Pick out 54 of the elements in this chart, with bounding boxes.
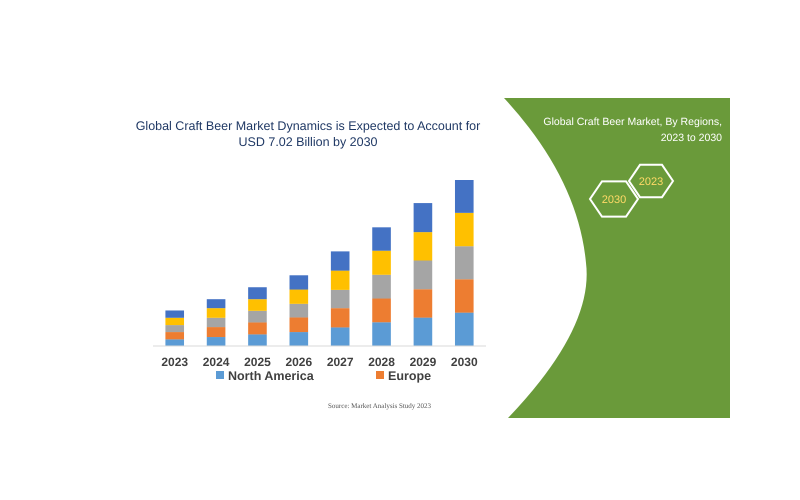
x-tick-label: 2023	[161, 355, 188, 369]
bar	[330, 251, 350, 271]
bar	[454, 312, 474, 346]
x-tick-label: 2026	[285, 355, 312, 369]
bar	[372, 250, 391, 275]
bar	[454, 246, 474, 280]
bar	[290, 332, 308, 346]
x-tick-label: 2028	[368, 355, 396, 369]
bar	[206, 299, 226, 308]
bar	[165, 339, 184, 346]
bar	[206, 337, 226, 346]
x-tick-label: 2029	[410, 355, 437, 369]
bar	[248, 287, 267, 300]
bar	[414, 232, 432, 261]
x-tick-label: 2027	[326, 355, 354, 369]
x-tick-label: 2025	[244, 355, 272, 369]
bar	[372, 274, 391, 299]
text: 2023	[638, 176, 664, 188]
bar	[206, 327, 226, 338]
bar	[372, 298, 391, 322]
bar	[330, 290, 350, 308]
bar	[248, 310, 267, 322]
x-tick-label: 2024	[202, 355, 230, 369]
bar	[454, 212, 474, 246]
bar	[165, 332, 184, 340]
legend-label: Europe	[388, 369, 432, 383]
legend-label: North America	[228, 369, 315, 383]
bar	[290, 304, 308, 318]
bar	[372, 227, 391, 251]
bar	[414, 260, 432, 290]
bar	[330, 327, 350, 346]
bar	[165, 310, 184, 318]
bar	[414, 203, 432, 232]
text: 2030	[602, 194, 626, 206]
x-tick-label: 2030	[450, 355, 478, 369]
bar	[248, 334, 267, 346]
bar	[454, 180, 474, 213]
bar	[248, 322, 267, 334]
bar	[206, 318, 226, 328]
bar	[290, 275, 308, 290]
bar	[372, 322, 391, 346]
bar	[290, 317, 308, 332]
bar	[165, 325, 184, 332]
bar	[206, 308, 226, 318]
bar	[454, 279, 474, 313]
bar	[248, 299, 267, 311]
bar	[414, 289, 432, 318]
chart-title: Global Craft Beer Market Dynamics is Expected to Account for USD 7.02 Billion by 2030	[136, 119, 480, 149]
bar	[330, 308, 350, 328]
bar	[290, 290, 308, 304]
bar	[330, 270, 350, 290]
bar	[414, 318, 432, 346]
text: Global Craft Beer Market, By Regions, 2023 to 2030	[543, 116, 722, 144]
bar	[165, 318, 184, 326]
